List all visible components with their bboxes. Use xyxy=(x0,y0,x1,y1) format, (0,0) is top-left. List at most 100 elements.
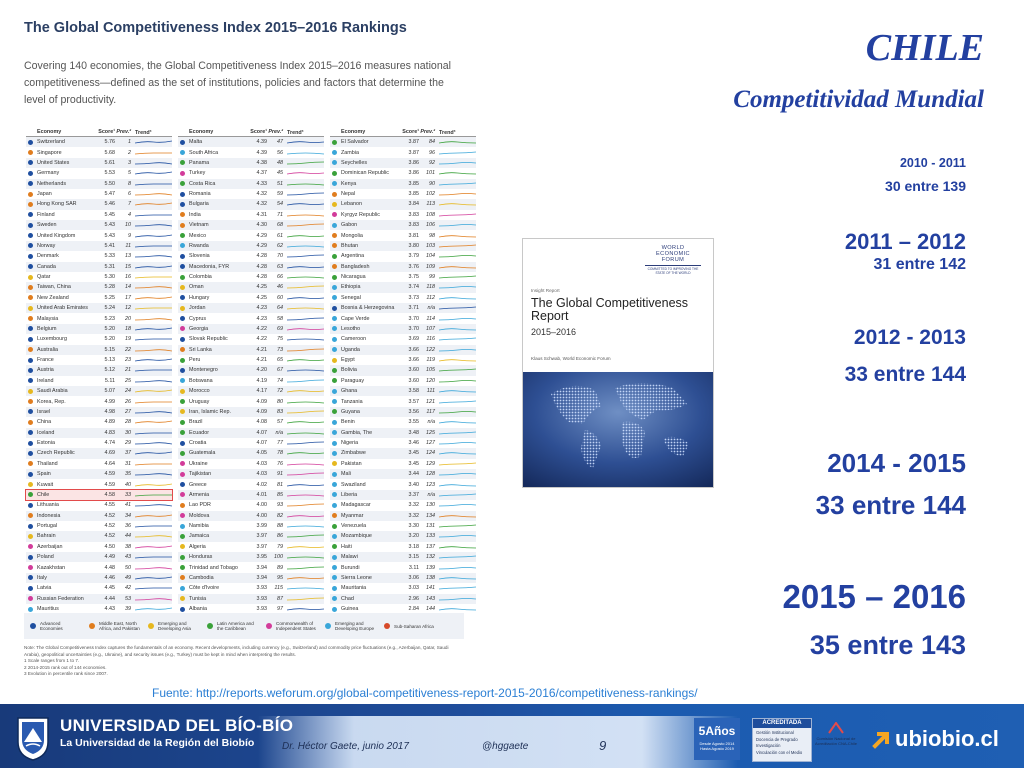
economy-name: Gabon xyxy=(341,222,358,229)
table-row: Rwanda 4.29 62 xyxy=(178,240,324,252)
prev-rank: 130 xyxy=(426,502,435,509)
region-dot xyxy=(332,336,337,342)
ranking-column-1: Economy Score¹ Prev.² Trend³ Switzerland 5.76… xyxy=(25,128,173,625)
score-value: 5.43 xyxy=(104,222,116,229)
prev-rank: 78 xyxy=(277,450,283,457)
prev-rank: 92 xyxy=(429,159,435,166)
trend-sparkline xyxy=(287,587,324,590)
table-row: Liberia 3.37 n/a xyxy=(330,489,476,501)
score-value: 3.70 xyxy=(408,325,420,332)
accreditation-label: ACREDITADA xyxy=(753,719,811,728)
trend-sparkline xyxy=(135,296,172,300)
prev-rank: 21 xyxy=(125,367,131,374)
economy-name: Ghana xyxy=(341,388,358,395)
wef-logo-text: WORLD ECONOMIC FORUM xyxy=(656,245,690,263)
score-value: 3.71 xyxy=(408,305,420,312)
table-row: Algeria 3.97 79 xyxy=(178,542,324,552)
prev-rank: 99 xyxy=(429,274,435,281)
region-dot xyxy=(180,357,185,363)
trend-sparkline xyxy=(439,566,476,569)
economy-name: Namibia xyxy=(189,523,209,530)
prev-rank: 31 xyxy=(125,460,131,467)
score-value: 3.86 xyxy=(408,170,420,177)
region-legend: Advanced Economies Middle East, North Afr… xyxy=(24,613,464,639)
prev-rank: 139 xyxy=(426,564,435,571)
prev-rank: 122 xyxy=(426,346,435,353)
trend-sparkline xyxy=(135,389,172,393)
region-dot xyxy=(28,471,33,477)
trend-sparkline xyxy=(135,535,172,538)
score-value: 3.66 xyxy=(408,357,420,364)
region-dot xyxy=(28,461,33,467)
trend-sparkline xyxy=(439,203,476,206)
score-value: 3.48 xyxy=(408,429,420,436)
economy-name: Saudi Arabia xyxy=(37,388,68,395)
table-row: Denmark 5.33 13 xyxy=(26,251,172,261)
economy-name: Liberia xyxy=(341,491,358,498)
trend-sparkline xyxy=(287,317,324,320)
economy-name: Cape Verde xyxy=(341,315,370,322)
economy-name: Portugal xyxy=(37,523,58,530)
period-rank-1: 30 entre 139 xyxy=(885,178,966,194)
prev-rank: 40 xyxy=(125,481,131,488)
table-row: Germany 5.53 5 xyxy=(26,168,172,178)
score-value: 5.76 xyxy=(104,139,116,146)
table-row: South Africa 4.39 56 xyxy=(178,147,324,157)
accreditation-item: Investigación xyxy=(756,743,781,748)
trend-sparkline xyxy=(439,493,476,497)
economy-name: Botswana xyxy=(189,377,213,384)
prev-rank: 97 xyxy=(277,606,283,613)
legend-label: Advanced Economies xyxy=(40,621,63,631)
score-value: 4.33 xyxy=(256,180,268,187)
trend-sparkline xyxy=(287,254,324,258)
table-row: India 4.31 71 xyxy=(178,210,324,220)
table-row: Sweden 5.43 10 xyxy=(26,220,172,231)
trend-sparkline xyxy=(135,338,172,341)
economy-name: Lithuania xyxy=(37,502,59,509)
table-row: Guatemala 4.05 78 xyxy=(178,448,324,459)
website-link[interactable]: ubiobio.cl xyxy=(872,726,999,752)
score-value: 3.94 xyxy=(256,574,268,581)
table-row-chile: Chile 4.58 33 xyxy=(25,488,173,502)
economy-name: Malta xyxy=(189,139,203,146)
economy-name: Taiwan, China xyxy=(37,284,71,291)
economy-name: Honduras xyxy=(189,554,213,561)
economy-name: Algeria xyxy=(189,543,206,550)
prev-rank: 103 xyxy=(426,242,435,249)
economy-name: Qatar xyxy=(37,274,51,281)
region-dot xyxy=(332,606,337,612)
economy-name: Oman xyxy=(189,284,204,291)
prev-rank: 3 xyxy=(128,159,131,166)
score-value: 4.44 xyxy=(104,595,116,602)
trend-sparkline xyxy=(135,370,172,372)
prev-rank: n/a xyxy=(275,429,284,436)
prev-rank: 95 xyxy=(277,574,283,581)
prev-rank: 64 xyxy=(277,305,283,312)
economy-name: Argentina xyxy=(341,253,365,260)
region-dot xyxy=(332,347,337,353)
prev-rank: 101 xyxy=(426,170,435,177)
region-dot xyxy=(180,295,185,301)
region-dot xyxy=(28,181,33,187)
trend-sparkline xyxy=(439,577,476,580)
score-value: 3.87 xyxy=(408,139,420,146)
table-row: Jamaica 3.97 86 xyxy=(178,531,324,542)
score-value: 3.69 xyxy=(408,336,420,343)
trend-sparkline xyxy=(135,245,172,248)
table-row: United Arab Emirates 5.24 12 xyxy=(26,303,172,314)
table-row: Ireland 5.11 25 xyxy=(26,376,172,386)
source-link[interactable]: Fuente: http://reports.weforum.org/globa… xyxy=(152,686,698,700)
trend-sparkline xyxy=(439,297,476,300)
trend-sparkline xyxy=(135,514,172,518)
prev-rank: 46 xyxy=(277,284,283,291)
trend-sparkline xyxy=(439,213,476,217)
economy-name: Hong Kong SAR xyxy=(37,201,77,208)
trend-sparkline xyxy=(287,370,324,372)
cover-label: Insight Report xyxy=(531,288,560,293)
score-value: 4.00 xyxy=(256,502,268,509)
trend-sparkline xyxy=(287,566,324,569)
region-dot xyxy=(28,191,33,197)
table-row: Cameroon 3.69 116 xyxy=(330,334,476,344)
economy-name: United Kingdom xyxy=(37,232,76,239)
table-row: Iran, Islamic Rep. 4.09 83 xyxy=(178,406,324,418)
